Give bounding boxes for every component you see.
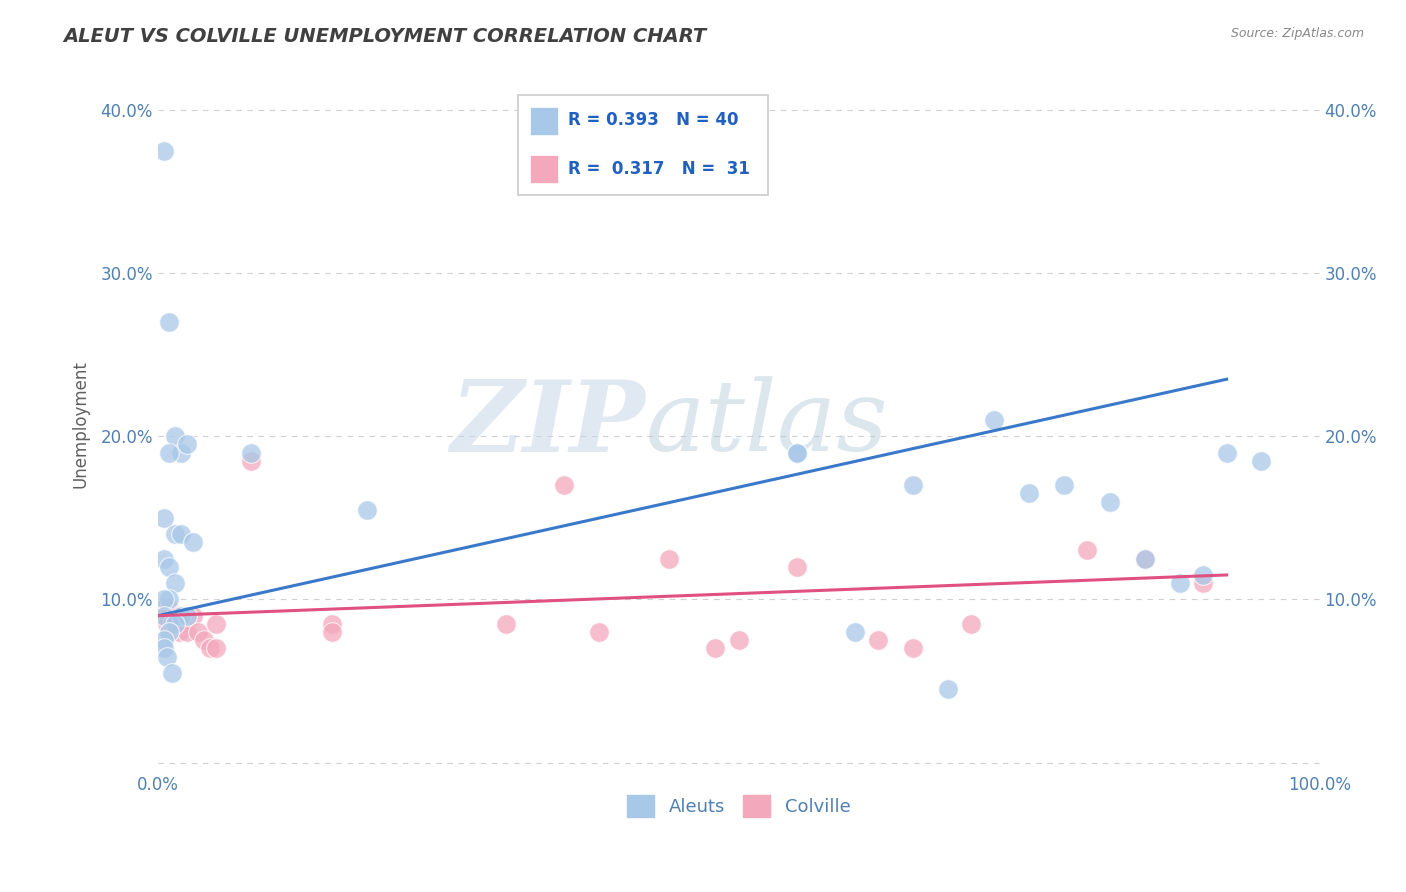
Colville [239,454,262,468]
Aleuts [983,413,1005,427]
Aleuts [844,625,866,640]
Colville [321,625,343,640]
Colville [1076,543,1098,558]
Colville [181,608,204,623]
Aleuts [152,641,174,656]
Aleuts [156,649,179,664]
Aleuts [1250,454,1272,468]
Aleuts [181,535,204,549]
Aleuts [160,665,183,680]
Legend: Aleuts, Colville: Aleuts, Colville [620,788,858,824]
Colville [193,633,215,648]
Aleuts [157,625,180,640]
Colville [204,616,226,631]
Colville [786,559,808,574]
Colville [176,625,198,640]
Colville [321,616,343,631]
Aleuts [152,551,174,566]
Text: ALEUT VS COLVILLE UNEMPLOYMENT CORRELATION CHART: ALEUT VS COLVILLE UNEMPLOYMENT CORRELATI… [63,27,706,45]
Aleuts [152,608,174,623]
Aleuts [1135,551,1157,566]
Colville [1192,576,1215,591]
Aleuts [165,429,187,443]
Colville [553,478,575,492]
Aleuts [152,144,174,158]
Colville [170,616,193,631]
Aleuts [1192,568,1215,582]
Aleuts [157,559,180,574]
Colville [156,616,179,631]
Aleuts [1168,576,1191,591]
Colville [157,600,180,615]
Colville [901,641,924,656]
Y-axis label: Unemployment: Unemployment [72,360,89,488]
Aleuts [1099,494,1122,508]
Aleuts [157,445,180,459]
Aleuts [170,608,193,623]
Colville [204,641,226,656]
Aleuts [170,527,193,541]
Colville [495,616,517,631]
Colville [704,641,727,656]
Colville [198,641,221,656]
Colville [588,625,610,640]
Colville [187,625,209,640]
Aleuts [936,682,959,697]
Aleuts [165,616,187,631]
Aleuts [176,608,198,623]
Aleuts [786,445,808,459]
Aleuts [786,445,808,459]
Aleuts [176,437,198,451]
Aleuts [1018,486,1040,500]
Colville [727,633,749,648]
Aleuts [165,527,187,541]
Aleuts [152,592,174,607]
Colville [152,608,174,623]
Colville [152,600,174,615]
Aleuts [152,511,174,525]
Colville [868,633,890,648]
Text: ZIP: ZIP [451,376,645,473]
Colville [160,616,183,631]
Aleuts [901,478,924,492]
Colville [167,625,190,640]
Text: Source: ZipAtlas.com: Source: ZipAtlas.com [1230,27,1364,40]
Aleuts [165,576,187,591]
Colville [658,551,681,566]
Aleuts [239,445,262,459]
Text: atlas: atlas [645,376,889,472]
Colville [1135,551,1157,566]
Aleuts [356,502,378,516]
Colville [960,616,983,631]
Aleuts [1053,478,1076,492]
Aleuts [170,445,193,459]
Aleuts [157,315,180,329]
Colville [165,608,187,623]
Aleuts [1215,445,1237,459]
Aleuts [152,633,174,648]
Aleuts [157,592,180,607]
